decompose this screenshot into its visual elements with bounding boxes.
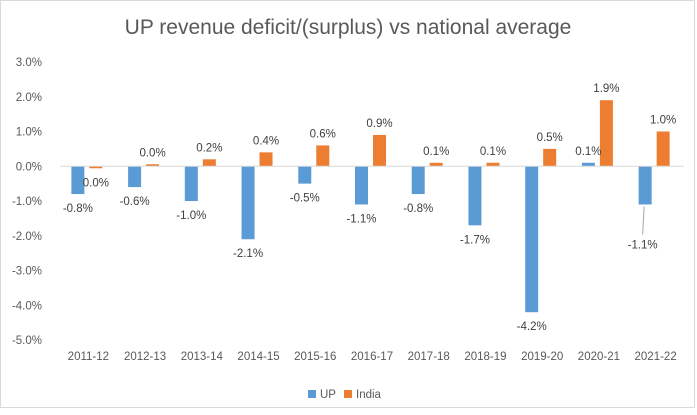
y-tick-label: 0.0%: [16, 161, 42, 173]
y-tick-label: -3.0%: [12, 266, 42, 278]
bar-india-2012-13: [146, 164, 160, 167]
bar-up-2016-17: [355, 166, 368, 205]
bar-india-2011-12: [89, 166, 103, 169]
bar-india-2015-16: [316, 145, 330, 167]
x-tick-label: 2014-15: [237, 351, 279, 363]
bar-up-2018-19: [468, 166, 482, 226]
data-label-india: 0.6%: [310, 128, 336, 140]
bar-up-2017-18: [411, 166, 425, 195]
x-tick-label: 2016-17: [351, 351, 393, 363]
x-tick-label: 2015-16: [294, 351, 336, 363]
data-label-india: 0.0%: [139, 147, 165, 159]
data-label-up: -1.7%: [460, 234, 490, 246]
legend-label-india: India: [356, 389, 382, 401]
y-tick-label: -5.0%: [12, 335, 42, 347]
bar-india-2016-17: [373, 134, 386, 167]
bar-india-2017-18: [429, 162, 443, 167]
y-tick-label: -4.0%: [12, 300, 42, 312]
data-label-india: 0.4%: [253, 135, 279, 147]
x-tick-label: 2011-12: [68, 351, 109, 363]
bar-india-2020-21: [599, 100, 613, 167]
bar-up-2011-12: [71, 166, 85, 195]
leader-line: [642, 206, 645, 235]
x-tick-label: 2019-20: [521, 351, 563, 363]
y-tick-label: -2.0%: [12, 231, 42, 243]
y-tick-label: 1.0%: [16, 127, 42, 139]
x-axis: 2011-12 2012-13 2013-14 2014-15 2015-16 2016-…: [68, 351, 677, 363]
bar-up-2020-21: [581, 162, 595, 167]
data-label-up: -0.8%: [403, 203, 433, 215]
legend: UP India: [308, 389, 382, 401]
data-label-up: -2.1%: [233, 248, 263, 260]
bars: [71, 100, 670, 313]
x-tick-label: 2020-21: [578, 351, 620, 363]
bar-india-2019-20: [543, 148, 557, 167]
x-tick-label: 2017-18: [408, 351, 450, 363]
x-tick-label: 2013-14: [181, 351, 224, 363]
legend-label-up: UP: [320, 389, 336, 401]
data-label-up: -0.5%: [290, 193, 320, 205]
data-labels: -0.8% 0.0% -0.6% 0.0% -1.0% 0.2% -2.1% 0.4% -0.5…: [63, 83, 676, 333]
legend-swatch-india: [344, 390, 352, 398]
bar-up-2014-15: [241, 166, 255, 240]
bar-up-2012-13: [128, 166, 142, 188]
data-label-up: -1.0%: [176, 210, 206, 222]
data-label-india: 0.1%: [423, 146, 449, 158]
bar-up-2015-16: [298, 166, 312, 184]
data-label-up: 0.1%: [575, 146, 601, 158]
bar-india-2021-22: [656, 131, 670, 167]
legend-swatch-up: [308, 390, 316, 398]
data-label-up: -1.1%: [628, 239, 658, 251]
y-axis: 3.0% 2.0% 1.0% 0.0% -1.0% -2.0% -3.0% -4.0% -5.0…: [12, 57, 42, 347]
x-tick-label: 2018-19: [464, 351, 506, 363]
bar-up-2021-22: [638, 166, 652, 205]
data-label-up: -1.1%: [346, 213, 376, 225]
data-label-india: 0.1%: [480, 146, 506, 158]
bar-india-2014-15: [259, 152, 273, 167]
data-label-india: 1.9%: [593, 83, 619, 95]
bar-up-2019-20: [525, 166, 539, 313]
bar-up-2013-14: [184, 166, 198, 201]
chart-title: UP revenue deficit/(surplus) vs national…: [125, 16, 572, 39]
data-label-up: -0.6%: [120, 196, 150, 208]
data-label-india: 1.0%: [650, 115, 676, 127]
y-tick-label: 3.0%: [16, 57, 42, 69]
y-tick-label: 2.0%: [16, 92, 42, 104]
y-tick-label: -1.0%: [12, 196, 42, 208]
x-tick-label: 2021-22: [635, 351, 677, 363]
data-label-india: 0.0%: [83, 177, 109, 189]
data-label-up: -4.2%: [517, 321, 547, 333]
data-label-india: 0.9%: [366, 118, 392, 130]
data-label-up: -0.8%: [63, 203, 93, 215]
data-label-india: 0.5%: [537, 132, 563, 144]
bar-india-2013-14: [202, 159, 216, 167]
x-tick-label: 2012-13: [124, 351, 166, 363]
bar-india-2018-19: [486, 162, 500, 167]
data-label-india: 0.2%: [196, 142, 222, 154]
